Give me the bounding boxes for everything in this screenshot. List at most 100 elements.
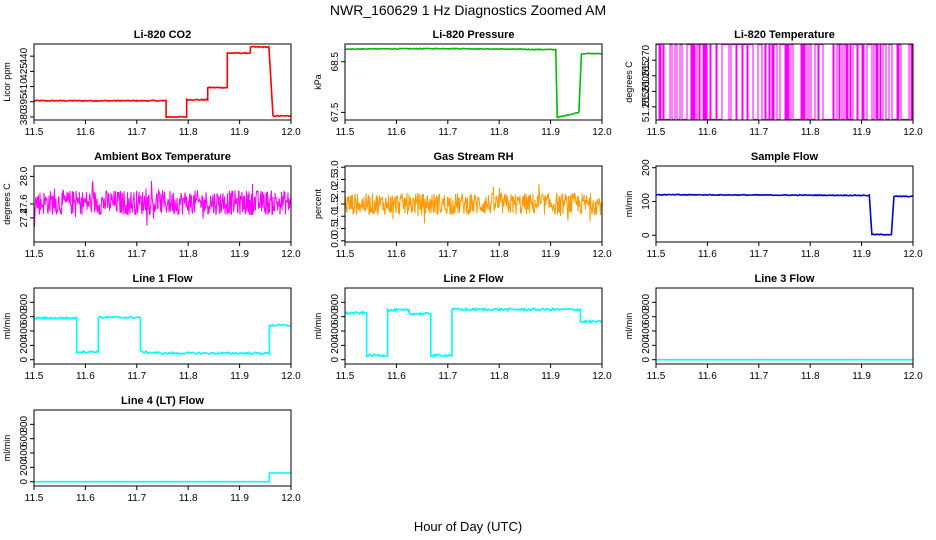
panel-box_temp: Ambient Box Temperature 11.5 11.6 11.7 11.8 1… <box>2 151 301 260</box>
series-line <box>656 44 913 120</box>
y-tick-label: 51.255 <box>641 91 652 122</box>
x-tick-label: 11.7 <box>127 249 146 260</box>
panel-title: Sample Flow <box>751 151 819 163</box>
series-line <box>34 180 291 227</box>
y-axis-label: ml/min <box>313 313 323 340</box>
y-tick-label: 0 <box>641 356 652 362</box>
panel-rh: Gas Stream RH 11.5 11.6 11.7 11.8 11.9 12.0 0.0… <box>313 151 612 260</box>
y-tick-label: 600 <box>641 308 652 325</box>
x-tick-label: 11.5 <box>336 371 355 382</box>
panel-title: Li-820 CO2 <box>134 29 191 41</box>
x-tick-label: 12.0 <box>281 371 301 382</box>
x-tick-label: 12.0 <box>903 249 923 260</box>
y-tick-label: 51.260 <box>641 76 652 107</box>
panel-line1: Line 1 Flow 11.5 11.6 11.7 11.8 11.9 12.0 0 2004… <box>2 273 301 382</box>
y-tick-label: 410 <box>19 78 30 95</box>
x-tick-label: 11.5 <box>336 127 355 138</box>
y-tick-label: 0.0 <box>330 233 341 247</box>
y-tick-label: 440 <box>19 47 30 64</box>
x-tick-label: 11.9 <box>230 249 249 260</box>
panels: Li-820 CO2 11.5 11.6 11.7 11.8 11.9 12.0 380395… <box>2 29 923 504</box>
x-tick-label: 11.6 <box>387 127 406 138</box>
x-tick-label: 11.6 <box>387 371 406 382</box>
panel-licor_temp: Li-820 Temperature 11.5 11.6 11.7 11.8 11.9 12… <box>624 29 923 138</box>
x-tick-label: 11.8 <box>490 127 509 138</box>
x-tick-label: 11.8 <box>179 249 198 260</box>
y-tick-label: 0 <box>19 356 30 362</box>
panel-title: Li-820 Pressure <box>433 29 515 41</box>
x-tick-label: 11.5 <box>647 249 666 260</box>
x-tick-label: 11.7 <box>127 493 146 504</box>
y-tick-label: 400 <box>19 444 30 461</box>
x-tick-label: 11.7 <box>749 249 768 260</box>
figure-title: NWR_160629 1 Hz Diagnostics Zoomed AM <box>330 2 606 18</box>
x-tick-label: 11.8 <box>179 127 198 138</box>
y-tick-label: 51.270 <box>641 44 652 75</box>
y-tick-label: 200 <box>641 159 652 176</box>
y-tick-label: 380 <box>19 108 30 125</box>
x-tick-label: 11.6 <box>698 249 717 260</box>
y-tick-label: 600 <box>330 308 341 325</box>
panel-title: Line 1 Flow <box>133 273 193 285</box>
y-tick-label: 28.0 <box>19 166 30 186</box>
x-tick-label: 11.5 <box>25 493 44 504</box>
x-tick-label: 12.0 <box>281 249 301 260</box>
y-tick-label: 200 <box>641 337 652 354</box>
x-tick-label: 11.5 <box>25 127 44 138</box>
y-tick-label: 0 <box>330 356 341 362</box>
x-tick-label: 12.0 <box>592 371 612 382</box>
y-tick-label: 2.5 <box>330 172 341 186</box>
y-tick-label: 800 <box>330 294 341 311</box>
panel-line2: Line 2 Flow 11.5 11.6 11.7 11.8 11.9 12.0 0 2004… <box>313 273 612 382</box>
x-tick-label: 11.9 <box>230 127 249 138</box>
y-tick-label: 68.5 <box>330 52 341 72</box>
plot-frame <box>33 409 292 487</box>
y-axis-label: degrees C <box>2 183 12 225</box>
y-axis-label: degrees C <box>624 61 634 103</box>
y-tick-label: 27.4 <box>19 208 30 228</box>
series-line <box>345 306 602 358</box>
panel-sample_flow: Sample Flow 11.5 11.6 11.7 11.8 11.9 12.0 0 100 2… <box>624 151 923 260</box>
x-tick-label: 11.5 <box>25 371 44 382</box>
y-tick-label: 2.0 <box>330 184 341 198</box>
x-tick-label: 11.7 <box>438 127 457 138</box>
x-tick-label: 11.6 <box>76 249 95 260</box>
y-axis-label: percent <box>313 188 323 219</box>
x-tick-label: 11.7 <box>749 127 768 138</box>
y-tick-label: 100 <box>641 193 652 210</box>
plot-frame <box>33 287 292 365</box>
x-tick-label: 11.9 <box>541 249 560 260</box>
x-tick-label: 12.0 <box>903 127 923 138</box>
x-tick-label: 11.9 <box>230 493 249 504</box>
y-tick-label: 800 <box>19 416 30 433</box>
y-tick-label: 600 <box>19 308 30 325</box>
x-tick-label: 11.7 <box>749 371 768 382</box>
x-tick-label: 11.7 <box>127 127 146 138</box>
y-tick-label: 200 <box>19 459 30 476</box>
y-tick-label: 0.5 <box>330 221 341 235</box>
plot-frame <box>655 287 914 365</box>
x-tick-label: 11.5 <box>647 127 666 138</box>
panel-line3: Line 3 Flow 11.5 11.6 11.7 11.8 11.9 12.0 0 2004… <box>624 273 923 382</box>
panel-title: Ambient Box Temperature <box>94 151 231 163</box>
panel-title: Gas Stream RH <box>433 151 513 163</box>
plot-frame <box>655 43 914 121</box>
x-tick-label: 11.9 <box>230 371 249 382</box>
panel-title: Line 2 Flow <box>444 273 504 285</box>
x-tick-label: 12.0 <box>903 371 923 382</box>
x-tick-label: 11.9 <box>852 127 871 138</box>
plot-frame <box>344 43 603 121</box>
figure-x-axis-label: Hour of Day (UTC) <box>414 519 522 534</box>
y-tick-label: 425 <box>19 63 30 80</box>
x-tick-label: 11.6 <box>698 371 717 382</box>
x-tick-label: 11.6 <box>698 127 717 138</box>
y-axis-label: ml/min <box>2 313 12 340</box>
y-tick-label: 400 <box>641 322 652 339</box>
x-tick-label: 12.0 <box>592 249 612 260</box>
y-axis-label: ml/min <box>624 191 634 218</box>
series-line <box>345 183 602 224</box>
y-tick-label: 200 <box>19 337 30 354</box>
plot-frame <box>33 43 292 121</box>
y-tick-label: 51.265 <box>641 60 652 91</box>
plot-frame <box>344 287 603 365</box>
